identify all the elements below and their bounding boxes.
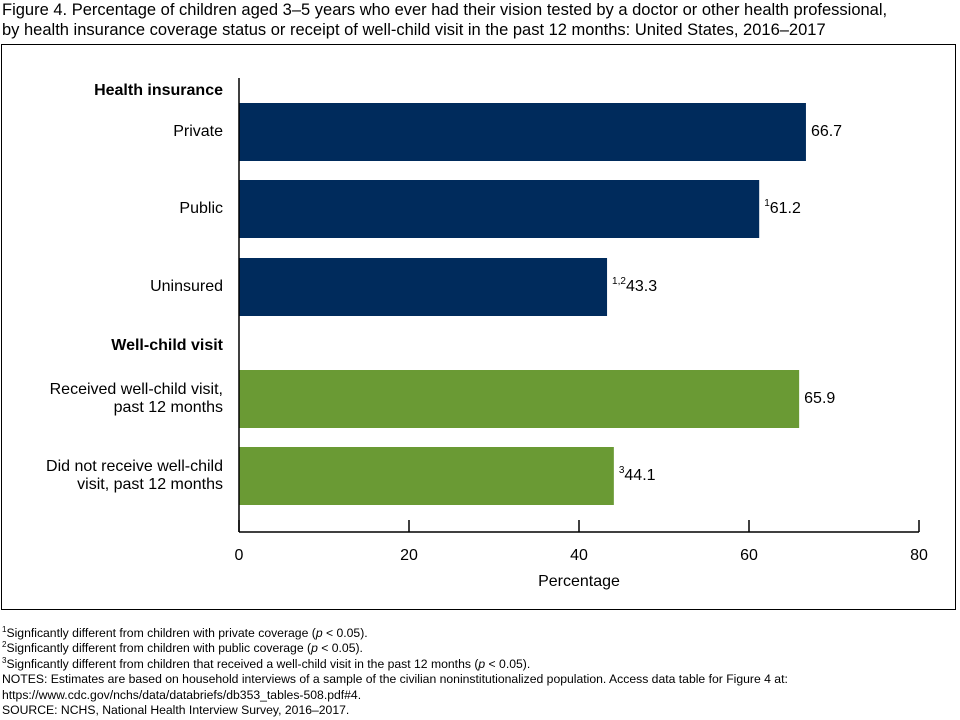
value-label: 1,243.3	[612, 276, 657, 296]
x-axis-title: Percentage	[538, 573, 620, 590]
footnote-1: 1Signficantly different from children wi…	[2, 624, 368, 640]
footnote-3: 3Signficantly different from children th…	[2, 655, 531, 671]
value-label: 344.1	[619, 465, 656, 485]
value-label: 66.7	[811, 123, 842, 140]
bar	[239, 258, 608, 316]
notes-line-1: NOTES: Estimates are based on household …	[2, 672, 788, 687]
value-label: 161.2	[764, 198, 801, 218]
x-tick-label: 40	[570, 547, 588, 564]
x-tick-label: 60	[740, 547, 758, 564]
group-heading: Well-child visit	[111, 337, 223, 354]
category-label: past 12 months	[114, 399, 223, 416]
value-label: 65.9	[804, 390, 835, 407]
group-heading: Health insurance	[94, 82, 223, 99]
footnotes: 1Signficantly different from children wi…	[2, 624, 958, 718]
x-tick-label: 0	[235, 547, 244, 564]
category-label: Received well-child visit,	[50, 381, 223, 398]
category-label: Did not receive well-child	[46, 458, 223, 475]
notes-line-2: https://www.cdc.gov/nchs/data/databriefs…	[2, 687, 362, 702]
bar	[239, 103, 806, 161]
category-label: visit, past 12 months	[77, 476, 223, 493]
x-tick-label: 20	[400, 547, 418, 564]
chart-frame	[1, 44, 956, 610]
figure-title-line-2: by health insurance coverage status or r…	[2, 21, 826, 39]
footnote-2: 2Signficantly different from children wi…	[2, 640, 363, 656]
category-label: Public	[179, 200, 223, 217]
x-tick-label: 80	[910, 547, 928, 564]
bar	[239, 180, 760, 238]
category-label: Private	[173, 123, 223, 140]
source-line: SOURCE: NCHS, National Health Interview …	[2, 703, 350, 718]
figure-title: Figure 4. Percentage of children aged 3–…	[2, 0, 958, 40]
bar-chart: Health insurance Private 66.7 Public 161.2 Un…	[46, 78, 928, 590]
figure-title-line-1: Figure 4. Percentage of children aged 3–…	[2, 1, 888, 19]
category-label: Uninsured	[150, 278, 223, 295]
bar	[239, 447, 614, 505]
bar	[239, 370, 800, 428]
